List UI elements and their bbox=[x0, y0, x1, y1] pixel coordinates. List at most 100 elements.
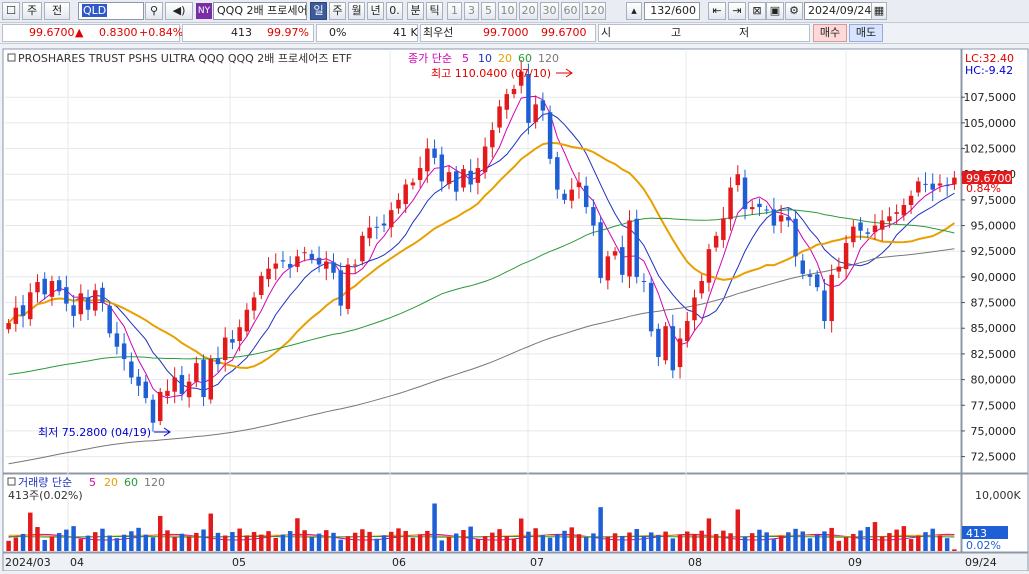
volume-bar bbox=[417, 534, 423, 551]
vol-ma60-legend: 60 bbox=[124, 476, 138, 489]
ma120-legend: 120 bbox=[538, 52, 559, 65]
candle-body bbox=[656, 328, 661, 357]
save-icon[interactable]: ▣ bbox=[766, 2, 784, 20]
volume-bar bbox=[35, 527, 40, 551]
volume-bar bbox=[259, 534, 264, 551]
prev-select[interactable]: 전 bbox=[44, 2, 70, 20]
volume-bar bbox=[468, 526, 473, 551]
volume-value: 413 bbox=[231, 26, 252, 39]
candle-body bbox=[511, 88, 517, 95]
x-tick-label: 05 bbox=[232, 556, 246, 569]
volume-bar bbox=[367, 531, 372, 551]
vol-ma120-legend: 120 bbox=[144, 476, 165, 489]
volume-bar bbox=[49, 536, 55, 551]
candle-body bbox=[901, 205, 907, 216]
volume-bar bbox=[222, 535, 228, 551]
candle-body bbox=[136, 376, 141, 386]
candle-body bbox=[222, 337, 228, 361]
volume-bar bbox=[345, 536, 351, 551]
window-menu-icon[interactable]: ☐ bbox=[2, 2, 20, 20]
zero-percent: 0% bbox=[329, 26, 347, 39]
minute-10-button[interactable]: 10 bbox=[498, 2, 517, 20]
minute-30-button[interactable]: 30 bbox=[540, 2, 559, 20]
period-minute-button[interactable]: 분 bbox=[407, 2, 424, 20]
high-label: 고 bbox=[671, 26, 682, 39]
stock-name-field[interactable]: QQQ 2배 프로세어 bbox=[213, 2, 307, 20]
volume-bar bbox=[901, 526, 907, 551]
period-week-button[interactable]: 주 bbox=[329, 2, 346, 20]
speaker-icon[interactable]: ◀) bbox=[165, 2, 193, 20]
minute-1-button[interactable]: 1 bbox=[447, 2, 462, 20]
volume-bar bbox=[865, 527, 870, 551]
volume-bar bbox=[482, 536, 488, 551]
high-annotation: 최고 110.0400 (07/10) bbox=[431, 67, 551, 80]
volume-bar bbox=[793, 528, 798, 551]
period-tick-button[interactable]: 틱 bbox=[426, 2, 443, 20]
candle-body bbox=[482, 146, 488, 173]
gear-icon[interactable]: ⚙ bbox=[785, 2, 803, 20]
calendar-icon[interactable]: ▦ bbox=[871, 2, 887, 20]
candle-body bbox=[64, 287, 69, 304]
low-annotation: 최저 75.2800 (04/19) bbox=[38, 426, 151, 439]
search-icon[interactable]: ⚲ bbox=[145, 2, 163, 20]
candle-body bbox=[800, 260, 806, 274]
candle-body bbox=[829, 274, 834, 322]
minute-3-button[interactable]: 3 bbox=[464, 2, 479, 20]
volume-bar bbox=[706, 518, 712, 551]
minute-120-button[interactable]: 120 bbox=[582, 2, 606, 20]
period-zero-button[interactable]: 0. bbox=[386, 2, 403, 20]
candle-body bbox=[316, 257, 322, 265]
volume-bar bbox=[562, 530, 567, 551]
candle-body bbox=[764, 209, 769, 211]
candle-body bbox=[872, 225, 878, 233]
volume-bar bbox=[504, 535, 510, 551]
count-field[interactable]: 132/600 bbox=[644, 2, 700, 20]
candle-body bbox=[620, 247, 625, 275]
candle-body bbox=[208, 359, 213, 400]
candle-body bbox=[280, 260, 286, 262]
minute-20-button[interactable]: 20 bbox=[519, 2, 538, 20]
volume-bar bbox=[598, 507, 603, 551]
count-spin-icon[interactable]: ▴ bbox=[626, 2, 642, 20]
y-tick-label: 75,0000 bbox=[971, 425, 1017, 438]
volume-bar bbox=[389, 531, 394, 551]
date-field[interactable]: 2024/09/24 bbox=[804, 2, 872, 20]
candle-body bbox=[598, 222, 603, 278]
candle-body bbox=[78, 293, 84, 315]
volume-bar bbox=[887, 533, 892, 551]
market-select[interactable]: 주 bbox=[22, 2, 42, 20]
zoom-in-icon[interactable]: ⇥ bbox=[728, 2, 746, 20]
candle-body bbox=[121, 343, 127, 360]
period-year-button[interactable]: 년 bbox=[367, 2, 384, 20]
volume-bar bbox=[685, 531, 690, 551]
minute-5-button[interactable]: 5 bbox=[481, 2, 496, 20]
period-day-button[interactable]: 일 bbox=[310, 2, 327, 20]
candle-body bbox=[634, 218, 639, 277]
hc-label: HC:-9.42 bbox=[965, 64, 1013, 77]
volume-bar bbox=[453, 533, 459, 551]
best-quote-cell: 최우선 99.7000 99.6700 bbox=[420, 24, 596, 42]
period-month-button[interactable]: 월 bbox=[348, 2, 365, 20]
y-tick-label: 90,0000 bbox=[971, 271, 1017, 284]
chart-area[interactable]: 107,5000105,0000102,5000100,000097,50009… bbox=[0, 46, 1029, 572]
volume-bar bbox=[894, 529, 899, 551]
candle-body bbox=[641, 281, 647, 283]
volume-bar bbox=[280, 534, 286, 551]
ticker-input[interactable]: QLD bbox=[78, 2, 144, 20]
sell-button[interactable]: 매도 bbox=[849, 24, 883, 42]
candle-body bbox=[389, 210, 394, 228]
price-chart[interactable]: 107,5000105,0000102,5000100,000097,50009… bbox=[0, 46, 1029, 572]
candle-body bbox=[287, 263, 293, 268]
volume-info: 413주(0.02%) bbox=[8, 489, 83, 502]
volume-bar bbox=[533, 528, 538, 551]
volume-bar bbox=[771, 539, 777, 551]
minute-60-button[interactable]: 60 bbox=[561, 2, 580, 20]
candle-body bbox=[497, 106, 502, 128]
candle-body bbox=[814, 274, 820, 288]
split-icon[interactable]: ⊠ bbox=[748, 2, 766, 20]
current-price-marker bbox=[962, 171, 1012, 184]
volume-axis-label: 10,000K bbox=[975, 489, 1021, 502]
buy-button[interactable]: 매수 bbox=[813, 24, 847, 42]
x-tick-label: 04 bbox=[70, 556, 84, 569]
zoom-out-icon[interactable]: ⇤ bbox=[708, 2, 726, 20]
